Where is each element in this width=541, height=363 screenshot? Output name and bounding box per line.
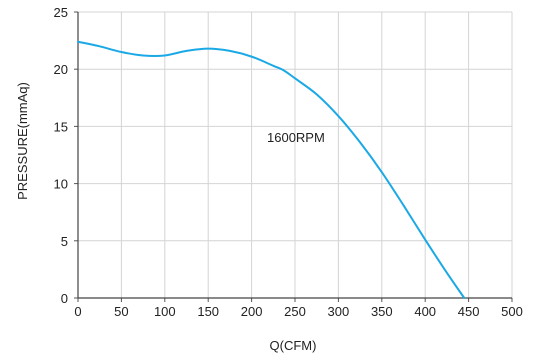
y-tick-label: 10: [54, 177, 68, 192]
x-tick-label: 200: [241, 304, 263, 319]
x-tick-label: 0: [74, 304, 81, 319]
x-tick-label: 300: [328, 304, 350, 319]
y-tick-label: 20: [54, 62, 68, 77]
series-line-1600rpm: [77, 40, 466, 299]
y-axis-title: PRESSURE(mmAq): [15, 82, 30, 200]
y-tick-label: 25: [54, 5, 68, 20]
x-tick-label: 450: [458, 304, 480, 319]
y-tick-label: 0: [61, 291, 68, 306]
x-tick-label: 100: [154, 304, 176, 319]
x-tick-label: 350: [371, 304, 393, 319]
x-tick-label: 250: [284, 304, 306, 319]
series-layer: [77, 40, 466, 299]
x-tick-label: 400: [414, 304, 436, 319]
y-tick-label: 15: [54, 119, 68, 134]
y-tick-label: 5: [61, 234, 68, 249]
x-tick-label: 150: [197, 304, 219, 319]
x-axis-title: Q(CFM): [270, 338, 317, 353]
axes: 0 50 100 150 200 250 300 350 400 450 500 0 5 10 15 20 25: [54, 5, 523, 319]
labels: Q(CFM) PRESSURE(mmAq) 1600RPM: [15, 82, 325, 353]
x-tick-label: 50: [114, 304, 128, 319]
curve-annotation: 1600RPM: [267, 130, 325, 145]
x-tick-label: 500: [501, 304, 523, 319]
